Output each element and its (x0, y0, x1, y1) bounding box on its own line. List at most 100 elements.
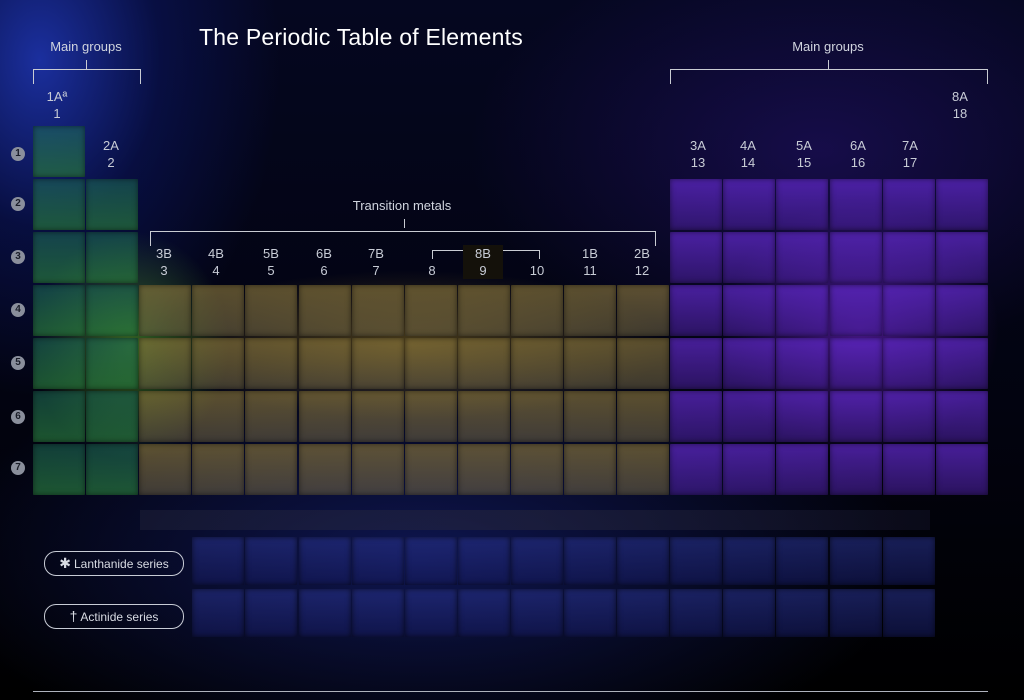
element-cell (351, 338, 404, 389)
main-groups-left-bracket (33, 69, 141, 84)
series-cell (245, 537, 298, 585)
series-cell (510, 589, 563, 637)
element-cell (882, 444, 935, 495)
element-cell (86, 232, 139, 283)
series-cell (510, 537, 563, 585)
element-cell (935, 444, 988, 495)
group-label-17: 7A 17 (902, 138, 918, 170)
group-label-8: 8 (428, 263, 436, 278)
group-label-11: 1B 11 (582, 246, 598, 278)
period-marker-7: 7 (11, 461, 25, 475)
element-cell (670, 444, 723, 495)
series-cell (564, 589, 616, 637)
element-cell (510, 444, 563, 495)
group-label-6: 6B 6 (316, 246, 332, 278)
element-cell (139, 338, 192, 389)
group-label-7: 7B 7 (368, 246, 384, 278)
element-cell (564, 338, 616, 389)
series-cell (723, 589, 776, 637)
main-groups-right-label: Main groups (792, 39, 864, 54)
element-cell (33, 285, 85, 336)
group-label-1: 1Aª 1 (46, 89, 68, 121)
actinide-series-label: † Actinide series (44, 604, 184, 629)
period-marker-4: 4 (11, 303, 25, 317)
series-cell (882, 589, 935, 637)
group-label-10: 10 (529, 263, 545, 278)
element-cell (617, 444, 670, 495)
element-cell (776, 285, 829, 336)
element-cell (245, 391, 298, 442)
element-cell (351, 444, 404, 495)
group-label-15: 5A 15 (796, 138, 812, 170)
element-cell (723, 391, 776, 442)
element-cell (86, 391, 139, 442)
element-cell (404, 338, 457, 389)
series-cell (829, 537, 882, 585)
element-cell (723, 338, 776, 389)
dagger-icon: † (69, 608, 78, 624)
element-cell (564, 391, 616, 442)
element-cell (776, 338, 829, 389)
element-cell (33, 338, 85, 389)
element-cell (298, 338, 351, 389)
element-cell (670, 391, 723, 442)
element-cell (670, 338, 723, 389)
element-cell (192, 285, 245, 336)
element-cell (192, 444, 245, 495)
element-cell (882, 285, 935, 336)
element-cell (564, 444, 616, 495)
series-cell (351, 589, 404, 637)
element-cell (829, 232, 882, 283)
element-cell (351, 285, 404, 336)
element-cell (723, 285, 776, 336)
series-cell (776, 589, 829, 637)
group-label-18: 8A 18 (952, 89, 968, 121)
group-label-14: 4A 14 (740, 138, 756, 170)
element-cell (245, 444, 298, 495)
element-cell (670, 179, 723, 230)
element-cell (617, 391, 670, 442)
series-cell (298, 589, 351, 637)
element-cell (510, 285, 563, 336)
element-cell (245, 285, 298, 336)
element-cell (139, 391, 192, 442)
group-label-13: 3A 13 (690, 138, 706, 170)
element-cell (882, 338, 935, 389)
element-cell (670, 232, 723, 283)
period-marker-2: 2 (11, 197, 25, 211)
series-cell (882, 537, 935, 585)
period-marker-1: 1 (11, 147, 25, 161)
element-cell (935, 179, 988, 230)
element-cell (33, 179, 85, 230)
element-cell (139, 444, 192, 495)
element-cell (33, 444, 85, 495)
series-cell (776, 537, 829, 585)
element-cell (86, 285, 139, 336)
main-groups-right-bracket (670, 69, 988, 84)
element-cell (617, 338, 670, 389)
bottom-rule (33, 691, 988, 692)
element-cell (935, 285, 988, 336)
element-cell (776, 232, 829, 283)
element-cell (935, 391, 988, 442)
element-cell (510, 338, 563, 389)
element-cell (33, 232, 85, 283)
element-cell (351, 391, 404, 442)
element-cell (298, 285, 351, 336)
element-cell (404, 391, 457, 442)
element-cell (882, 179, 935, 230)
element-cell (935, 338, 988, 389)
element-cell (457, 338, 510, 389)
series-cell (192, 537, 245, 585)
element-cell (457, 444, 510, 495)
element-cell (404, 444, 457, 495)
element-cell (33, 391, 85, 442)
transition-metals-label: Transition metals (352, 198, 452, 213)
period-marker-5: 5 (11, 356, 25, 370)
element-cell (139, 285, 192, 336)
page-title: The Periodic Table of Elements (199, 24, 523, 50)
series-cell (404, 537, 457, 585)
element-cell (829, 285, 882, 336)
series-cell (245, 589, 298, 637)
main-groups-left-label: Main groups (50, 39, 122, 54)
